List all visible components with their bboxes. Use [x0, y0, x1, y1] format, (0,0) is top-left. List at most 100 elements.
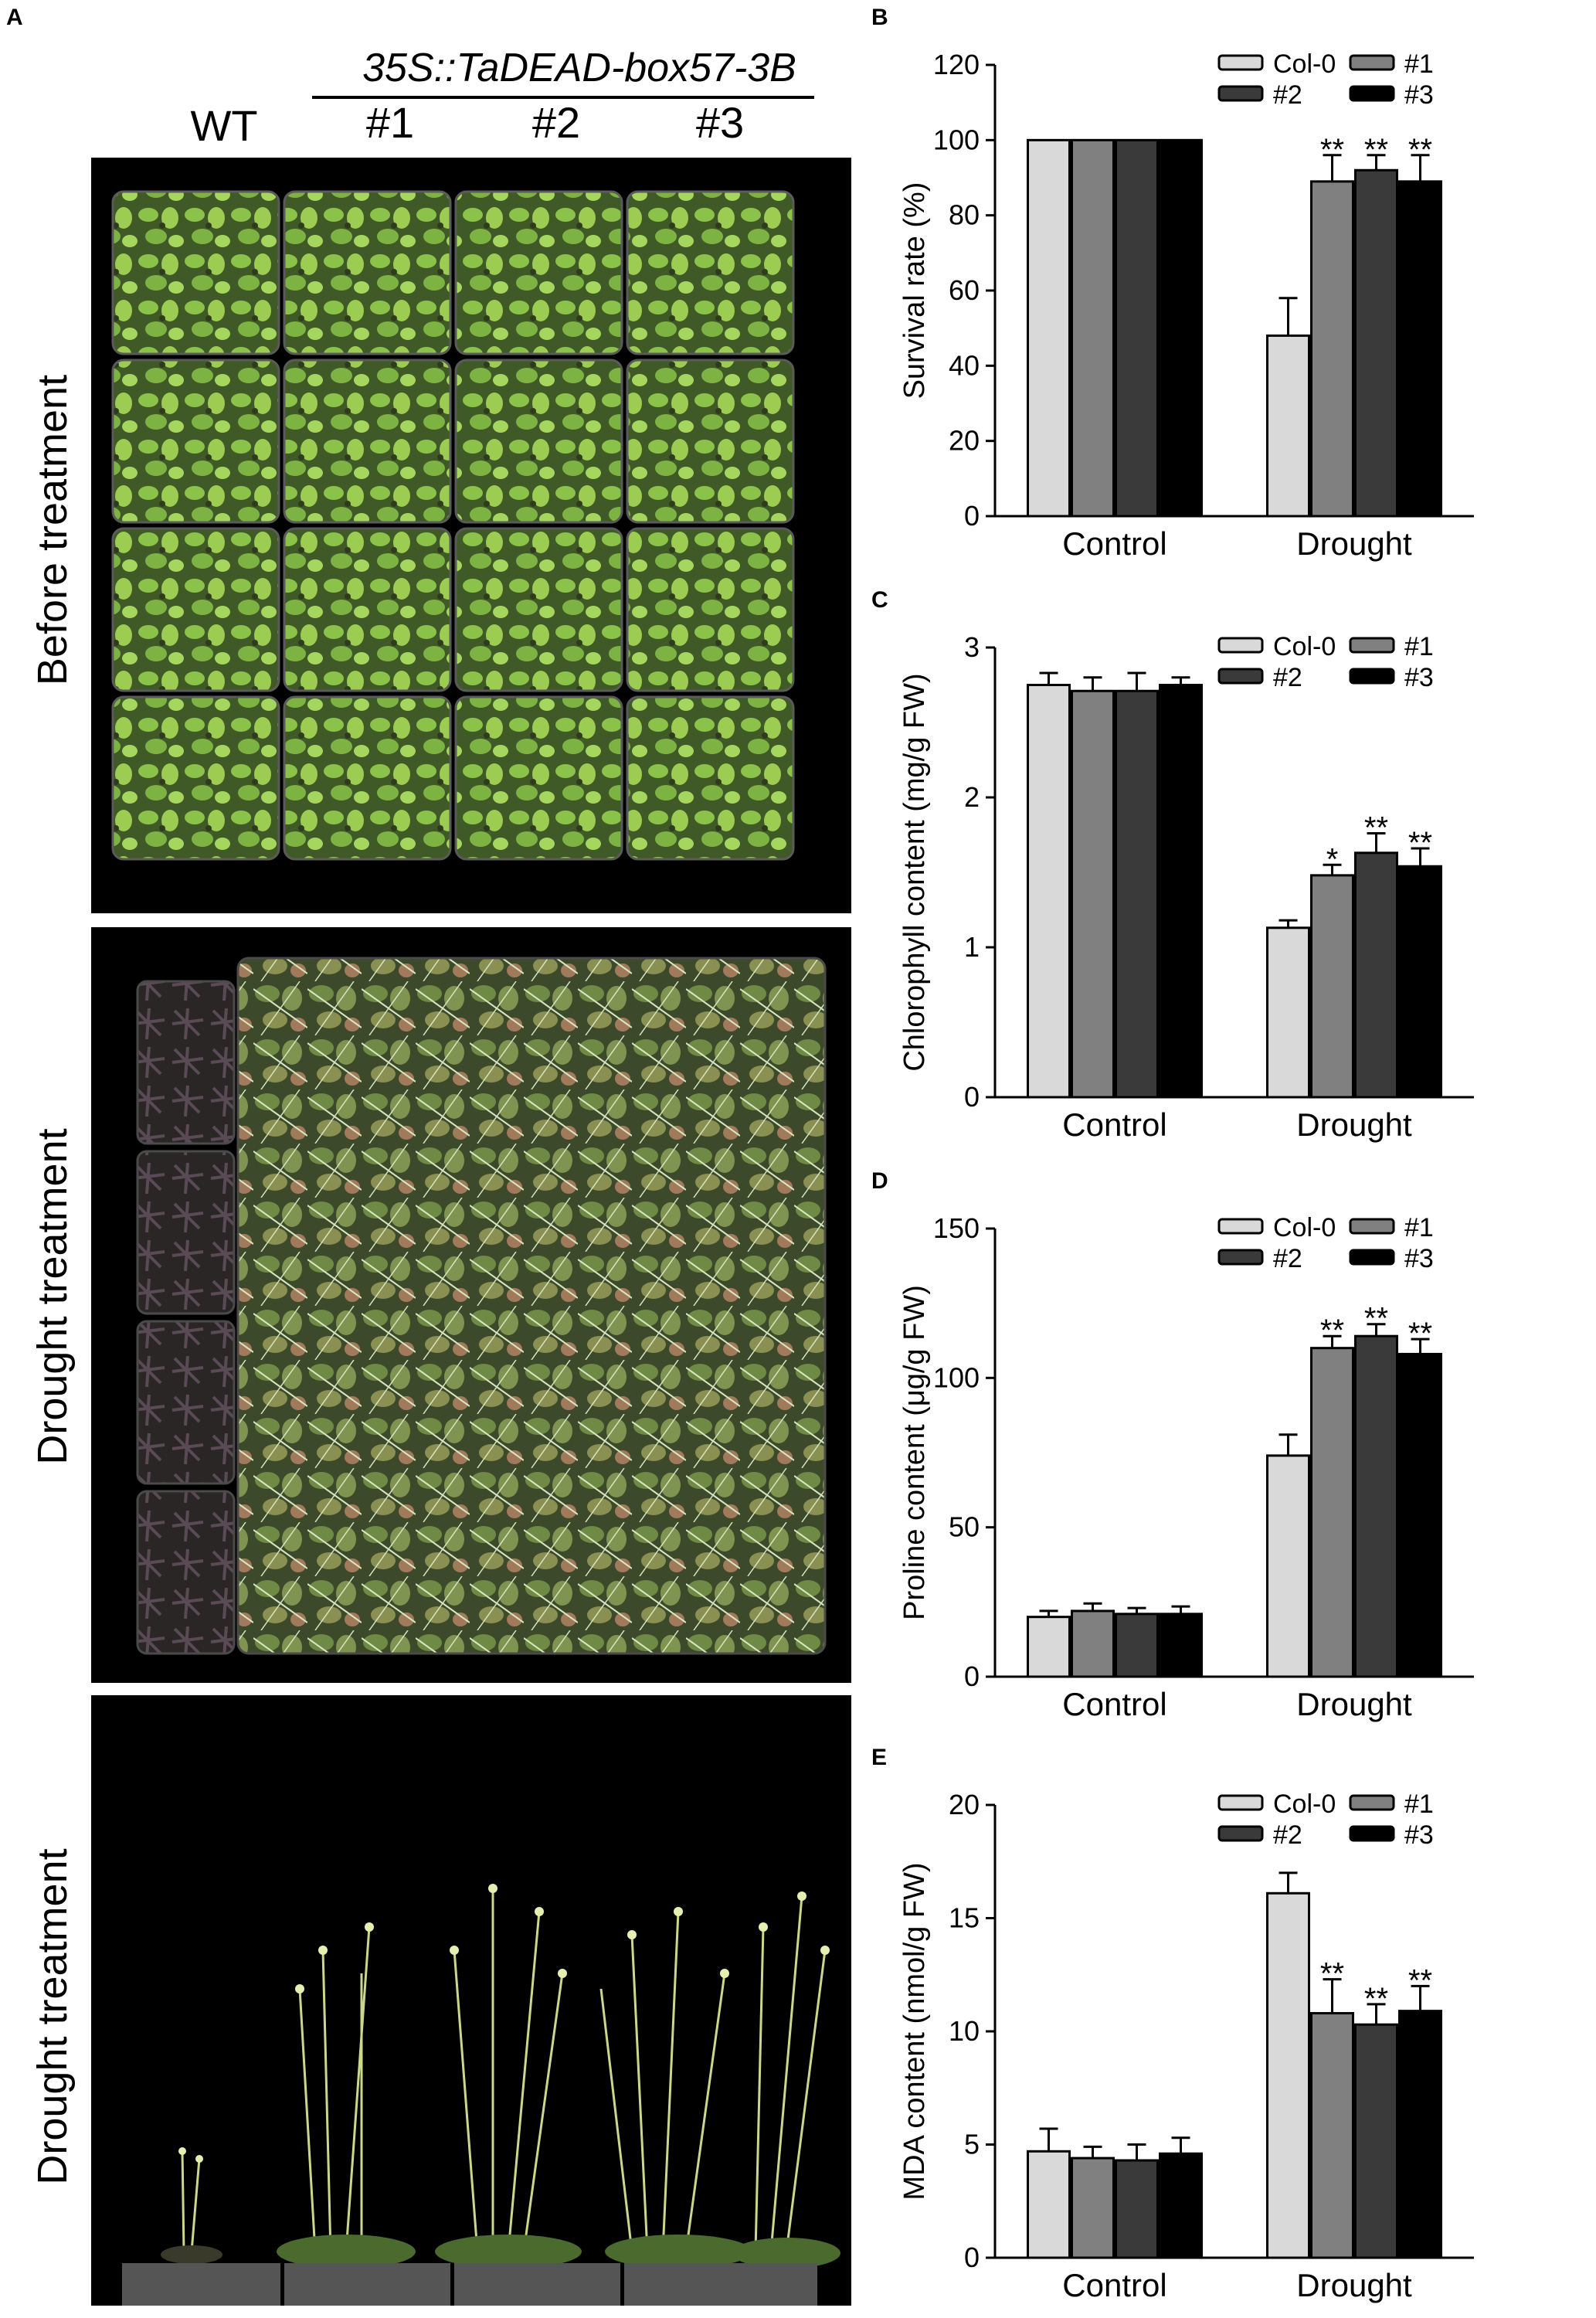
y-tick-label: 2: [964, 781, 980, 813]
legend-label: #1: [1404, 1213, 1434, 1242]
legend-swatch: [1217, 1825, 1264, 1842]
legend-label: Col-0: [1273, 632, 1336, 661]
y-tick-label: 100: [933, 1361, 980, 1393]
panel-letter-d: D: [871, 1168, 888, 1194]
bar-line1-drought: [1310, 874, 1354, 1099]
photo-before-treatment-illustration: [111, 190, 795, 861]
significance-mark: **: [1408, 1963, 1432, 1997]
bar-line1-control: [1071, 689, 1115, 1099]
legend-label: #2: [1273, 1820, 1302, 1850]
legend-swatch: [1349, 637, 1395, 654]
significance-mark: **: [1364, 1302, 1388, 1336]
y-tick-label: 120: [933, 49, 980, 80]
bar-line3-drought: [1398, 865, 1442, 1099]
panel-letter-c: C: [871, 587, 888, 613]
legend-label: #3: [1404, 80, 1434, 110]
legend-swatch: [1349, 1825, 1395, 1842]
bar-line3-control: [1159, 1613, 1203, 1678]
legend-swatch: [1217, 54, 1264, 71]
y-tick-label: 100: [933, 124, 980, 155]
y-tick-label: 0: [964, 500, 980, 532]
legend-swatch: [1217, 1218, 1264, 1235]
significance-mark: **: [1364, 811, 1388, 845]
bar-line2-drought: [1354, 851, 1398, 1099]
legend-label: Col-0: [1273, 1213, 1336, 1242]
bar-line2-control: [1115, 1613, 1159, 1678]
column-label-wt: WT: [190, 101, 258, 150]
legend-swatch: [1217, 1249, 1264, 1266]
chart-mda-content: E 0 5 10 15 20 MDA content (nmol/g FW) Control *…: [871, 1745, 1474, 2303]
y-tick-label: 20: [949, 1789, 980, 1820]
legend-swatch: [1349, 1794, 1395, 1811]
chart-chlorophyll-content: C 0 1 2 3 Chlorophyll content (mg/g FW) Contro…: [871, 587, 1474, 1143]
legend-swatch: [1217, 637, 1264, 654]
photo-drought-side-view: [91, 1695, 851, 2306]
significance-mark: **: [1320, 1314, 1344, 1348]
panel-letter-b: B: [871, 5, 888, 30]
y-tick-label: 0: [964, 1660, 980, 1692]
legend-swatch: [1349, 54, 1395, 71]
y-tick-label: 40: [949, 349, 980, 381]
bar-line2-control: [1115, 689, 1159, 1099]
legend-swatch: [1349, 85, 1395, 102]
column-label-1: #1: [365, 98, 415, 147]
significance-mark: *: [1326, 842, 1339, 876]
y-tick-label: 0: [964, 1081, 980, 1113]
row-label-drought-treatment-side: Drought treatment: [29, 1848, 76, 2185]
x-category-label-drought: Drought: [1296, 1686, 1412, 1722]
construct-underline: [312, 96, 814, 99]
legend-label: Col-0: [1273, 49, 1336, 79]
y-axis-label: Proline content (μg/g FW): [898, 1285, 931, 1620]
legend-label: #3: [1404, 1244, 1434, 1273]
bar-col-0-drought: [1266, 334, 1310, 518]
legend-swatch: [1349, 1218, 1395, 1235]
bar-line2-control: [1115, 138, 1159, 518]
bar-line2-drought: [1354, 2023, 1398, 2259]
bar-line1-drought: [1310, 2012, 1354, 2259]
legend-swatch: [1217, 668, 1264, 685]
y-tick-label: 150: [933, 1212, 980, 1244]
legend-label: #1: [1404, 49, 1434, 79]
bar-col-0-control: [1027, 1616, 1071, 1678]
significance-mark: **: [1364, 1982, 1388, 2016]
bar-line3-drought: [1398, 2010, 1442, 2259]
photo-drought-side-illustration: [122, 1884, 840, 2306]
y-tick-label: 20: [949, 425, 980, 457]
y-tick-label: 1: [964, 931, 980, 963]
significance-mark: **: [1320, 133, 1344, 167]
panel-letter-e: E: [871, 1745, 887, 1770]
bar-line1-control: [1071, 2157, 1115, 2259]
y-tick-label: 60: [949, 274, 980, 306]
y-tick-label: 50: [949, 1511, 980, 1543]
photo-before-treatment: [91, 158, 851, 913]
panel-a-letter: A: [6, 5, 23, 30]
column-label-2: #2: [531, 98, 581, 147]
legend-swatch: [1349, 1249, 1395, 1266]
legend-label: #2: [1273, 80, 1302, 110]
y-tick-label: 15: [949, 1902, 980, 1934]
y-axis-label: MDA content (nmol/g FW): [898, 1862, 931, 2200]
legend-label: #2: [1273, 1244, 1302, 1273]
legend-swatch: [1217, 85, 1264, 102]
legend-swatch: [1349, 668, 1395, 685]
chart-survival-rate: B 0 20 40 60 80 100 120 Survival rate (%) Control…: [871, 5, 1474, 562]
bar-line1-control: [1071, 1609, 1115, 1678]
x-category-label-drought: Drought: [1296, 2267, 1412, 2303]
y-tick-label: 80: [949, 199, 980, 231]
bar-col-0-control: [1027, 684, 1071, 1099]
photo-drought-top-view: [91, 927, 851, 1683]
significance-mark: **: [1408, 133, 1432, 167]
bar-col-0-drought: [1266, 926, 1310, 1099]
construct-label: 35S::TaDEAD-box57-3B: [362, 46, 796, 90]
legend-label: #1: [1404, 632, 1434, 661]
legend-swatch: [1217, 1794, 1264, 1811]
significance-mark: **: [1408, 826, 1432, 860]
legend-label: #2: [1273, 663, 1302, 692]
y-tick-label: 3: [964, 631, 980, 663]
y-tick-label: 10: [949, 2015, 980, 2047]
legend-label: #3: [1404, 663, 1434, 692]
bar-col-0-control: [1027, 2150, 1071, 2259]
bar-line1-control: [1071, 138, 1115, 518]
row-label-drought-treatment-top: Drought treatment: [29, 1128, 76, 1465]
chart-proline-content: D 0 50 100 150 Proline content (μg/g FW) Contr…: [871, 1168, 1474, 1722]
